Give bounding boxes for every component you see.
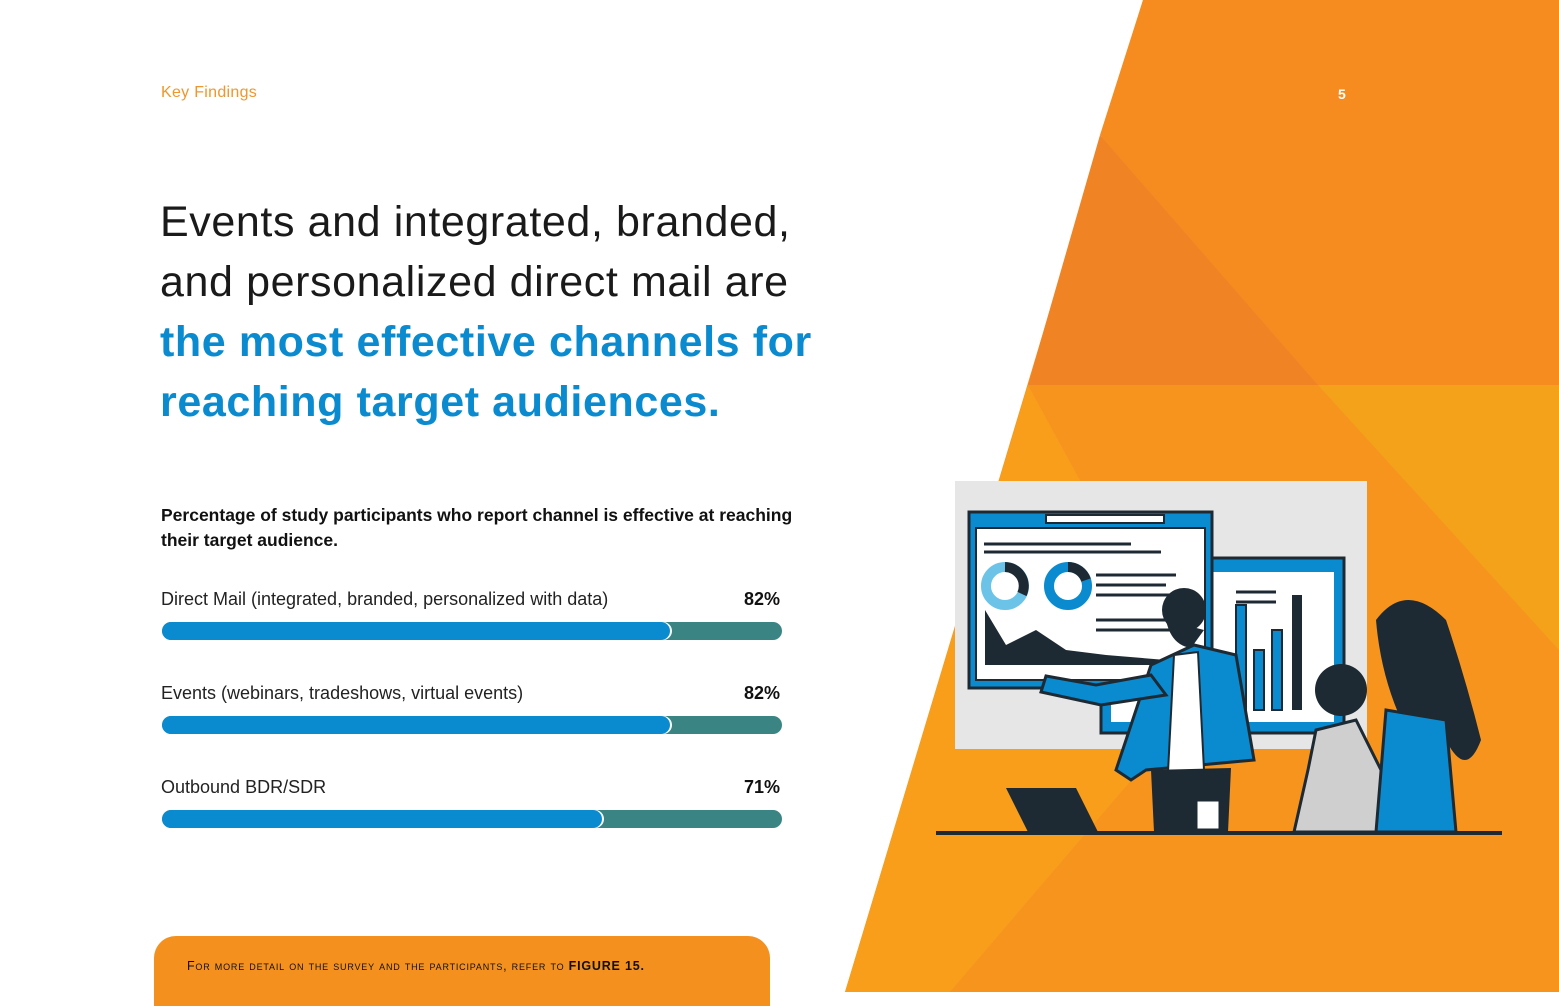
footer-note-text: For more detail on the survey and the pa…: [187, 959, 565, 973]
page-headline: Events and integrated, branded, and pers…: [160, 192, 880, 432]
bar: [162, 716, 671, 734]
bar-label: Events (webinars, tradeshows, virtual ev…: [161, 683, 524, 703]
bar-value-label: 82%: [743, 683, 780, 703]
footer-note: For more detail on the survey and the pa…: [187, 959, 645, 973]
page-number: 5: [1338, 86, 1346, 102]
bar-label: Direct Mail (integrated, branded, person…: [161, 589, 609, 609]
headline-highlight-2: reaching target audiences.: [160, 378, 721, 426]
bar-label: Outbound BDR/SDR: [161, 777, 327, 797]
bar-row: Direct Mail (integrated, branded, person…: [161, 589, 783, 645]
bar-row: Events (webinars, tradeshows, virtual ev…: [161, 683, 783, 739]
chart-title: Percentage of study participants who rep…: [161, 505, 793, 550]
bar-track: [162, 716, 782, 734]
bar-row: Outbound BDR/SDR 71%: [161, 777, 783, 833]
team-presentation-illustration: [936, 481, 1502, 835]
headline-highlight-1: the most effective channels for: [160, 318, 812, 366]
section-label: Key Findings: [161, 84, 258, 101]
headline-line-2: and personalized direct mail are: [160, 258, 789, 306]
bar: [162, 810, 603, 828]
bar-track: [162, 810, 782, 828]
bar-track: [162, 622, 782, 640]
bar-value-label: 71%: [743, 777, 780, 797]
bar-value-label: 82%: [743, 589, 780, 609]
figure-reference-link[interactable]: FIGURE 15.: [568, 959, 645, 973]
headline-line-1: Events and integrated, branded,: [160, 198, 791, 246]
bar: [162, 622, 671, 640]
